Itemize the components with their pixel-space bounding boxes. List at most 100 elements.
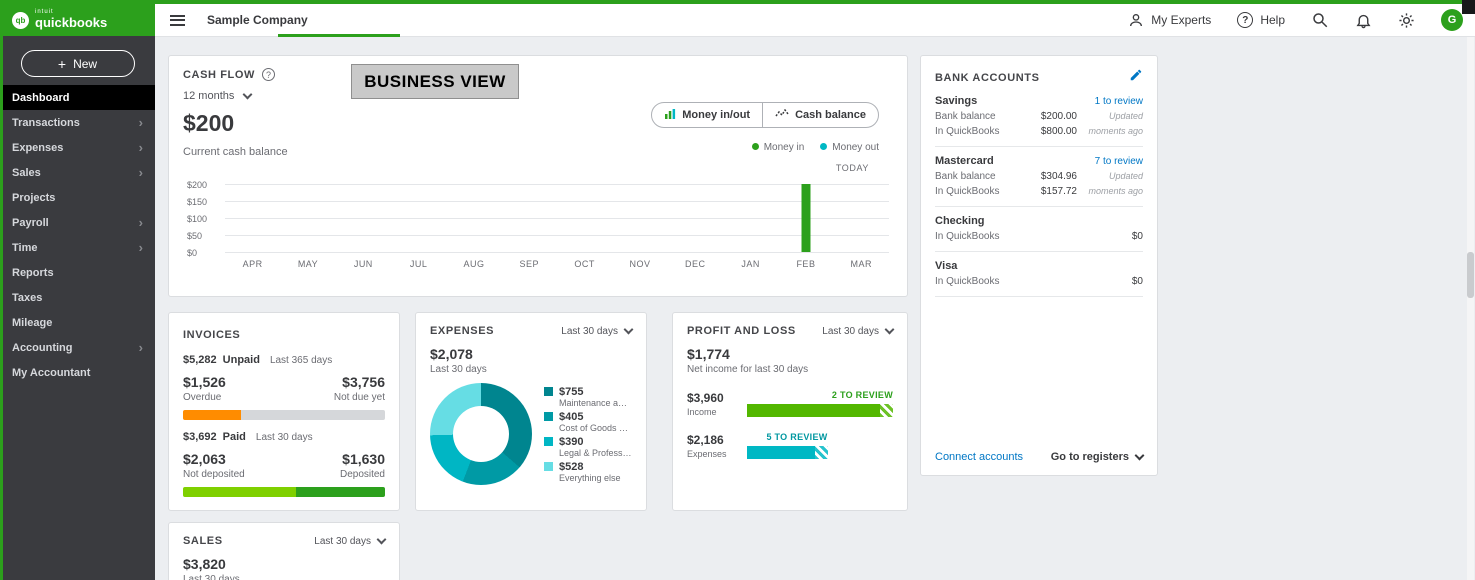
help-label: Help (1260, 13, 1285, 27)
expense-legend-item[interactable]: $390 Legal & Professio... (544, 436, 632, 458)
to-review-link[interactable]: 7 to review (1094, 155, 1143, 167)
money-in-out-toggle[interactable]: Money in/out (652, 103, 764, 127)
go-to-registers-dropdown[interactable]: Go to registers (1050, 450, 1145, 463)
to-review-link[interactable]: 1 to review (1094, 95, 1143, 107)
paid-period: Last 30 days (255, 432, 313, 443)
deposited-label: Deposited (339, 469, 385, 480)
settings-button[interactable] (1398, 12, 1415, 29)
paid-status: Paid (222, 431, 246, 443)
overdue-block: $1,526 Overdue (183, 374, 226, 403)
bank-account-mastercard: Mastercard 7 to review Bank balance $304… (935, 147, 1143, 207)
account-name: Checking (935, 215, 985, 227)
expense-amount: $755 (559, 385, 584, 398)
period-label: Last 30 days (561, 325, 618, 337)
bank-accounts-card: BANK ACCOUNTS Savings 1 to review Bank b… (920, 55, 1158, 476)
sidebar-item-my-accountant[interactable]: My Accountant (0, 360, 155, 385)
month-label: OCT (574, 259, 595, 269)
expenses-period-dropdown[interactable]: Last 30 days (561, 324, 634, 337)
new-button-label: New (73, 56, 98, 71)
row-label: In QuickBooks (935, 126, 1000, 137)
sidebar-item-time[interactable]: Time › (0, 235, 155, 260)
row-amount: $800.00 (1040, 126, 1077, 137)
active-tab-underline (278, 34, 400, 37)
sidebar-item-projects[interactable]: Projects (0, 185, 155, 210)
expense-label: Maintenance and .. (559, 397, 632, 408)
overdue-amount: $1,526 (183, 374, 226, 390)
money-in-out-label: Money in/out (682, 109, 751, 121)
user-avatar[interactable]: G (1441, 9, 1463, 31)
hamburger-menu-icon[interactable] (170, 14, 185, 26)
row-note: Updated (1108, 171, 1143, 181)
month-label: FEB (796, 259, 816, 269)
quickbooks-label: quickbooks (35, 15, 108, 30)
x-axis-months: APR MAY JUN JUL AUG SEP OCT NOV DEC JAN … (225, 259, 889, 269)
expense-legend-item[interactable]: $528 Everything else (544, 461, 632, 483)
expenses-legend: $755 Maintenance and .. $405 Cost of Goo… (544, 386, 632, 483)
invoices-paid-bar[interactable] (183, 487, 385, 497)
income-bar[interactable] (747, 404, 893, 417)
y-tick: $200 (187, 180, 208, 190)
sidebar-item-payroll[interactable]: Payroll › (0, 210, 155, 235)
cashflow-bar[interactable] (801, 184, 811, 252)
expense-legend-item[interactable]: $405 Cost of Goods Sold (544, 411, 632, 433)
y-tick: $100 (187, 214, 208, 224)
expense-legend-item[interactable]: $755 Maintenance and .. (544, 386, 632, 408)
cashflow-legend: Money in Money out (751, 142, 879, 153)
month-label: MAY (297, 259, 319, 269)
sidebar-item-reports[interactable]: Reports (0, 260, 155, 285)
month-label: AUG (463, 259, 485, 269)
chevron-down-icon (242, 89, 253, 99)
row-label: In QuickBooks (935, 231, 1000, 242)
month-label: JUL (409, 259, 428, 269)
expense-label: Legal & Professio... (559, 447, 632, 458)
expenses-donut[interactable] (430, 383, 532, 485)
gridline (225, 235, 889, 236)
month-label: MAR (850, 259, 873, 269)
legend-dot (820, 143, 828, 150)
expenses-amount: $2,078 (430, 346, 473, 362)
expenses-review-link[interactable]: 5 TO REVIEW (766, 432, 828, 442)
expenses-bar[interactable] (747, 446, 893, 459)
month-label: DEC (685, 259, 706, 269)
topbar-actions: My Experts ? Help G (1128, 9, 1475, 31)
sidebar-item-taxes[interactable]: Taxes (0, 285, 155, 310)
legend-money-in: Money in (751, 142, 804, 153)
account-detail-row: Bank balance $304.96 Updated (935, 171, 1143, 182)
sidebar-item-accounting[interactable]: Accounting › (0, 335, 155, 360)
brand-wordmark: intuit quickbooks (35, 9, 107, 31)
help-button[interactable]: ? Help (1237, 12, 1285, 28)
sidebar-item-label: Payroll (12, 216, 49, 229)
invoices-unpaid-bar[interactable] (183, 410, 385, 420)
scrollbar-thumb[interactable] (1467, 252, 1474, 298)
chart-plot-area (225, 184, 889, 253)
sidebar-item-label: My Accountant (12, 366, 91, 379)
cashflow-amount: $200 (183, 110, 235, 136)
income-review-link[interactable]: 2 TO REVIEW (831, 390, 893, 400)
notifications-button[interactable] (1355, 12, 1372, 29)
cash-balance-toggle[interactable]: Cash balance (763, 103, 878, 127)
sidebar-item-expenses[interactable]: Expenses › (0, 135, 155, 160)
sidebar-item-sales[interactable]: Sales › (0, 160, 155, 185)
sidebar-item-transactions[interactable]: Transactions › (0, 110, 155, 135)
invoices-card: INVOICES $5,282 Unpaid Last 365 days $1,… (168, 312, 400, 511)
connect-accounts-link[interactable]: Connect accounts (935, 451, 1024, 463)
row-amount: $200.00 (1040, 111, 1077, 122)
net-income-amount: $1,774 (687, 346, 730, 362)
cashflow-period-dropdown[interactable]: 12 months (183, 89, 253, 102)
sales-amount: $3,820 (183, 556, 226, 572)
scrollbar-track[interactable] (1467, 37, 1474, 580)
sidebar-item-dashboard[interactable]: Dashboard (0, 85, 155, 110)
search-button[interactable] (1311, 11, 1329, 29)
profit-loss-period-dropdown[interactable]: Last 30 days (822, 324, 895, 337)
edit-pencil-icon[interactable] (1129, 68, 1143, 87)
registers-label: Go to registers (1050, 451, 1129, 463)
new-button[interactable]: + New (20, 50, 135, 77)
sidebar-item-mileage[interactable]: Mileage (0, 310, 155, 335)
expense-legend-swatch (544, 387, 553, 396)
cashflow-view-toggle: Money in/out Cash balance (651, 102, 879, 128)
account-name: Savings (935, 95, 978, 107)
info-icon[interactable]: ? (262, 68, 276, 81)
my-experts-button[interactable]: My Experts (1128, 12, 1211, 28)
sales-period-dropdown[interactable]: Last 30 days (314, 534, 387, 547)
